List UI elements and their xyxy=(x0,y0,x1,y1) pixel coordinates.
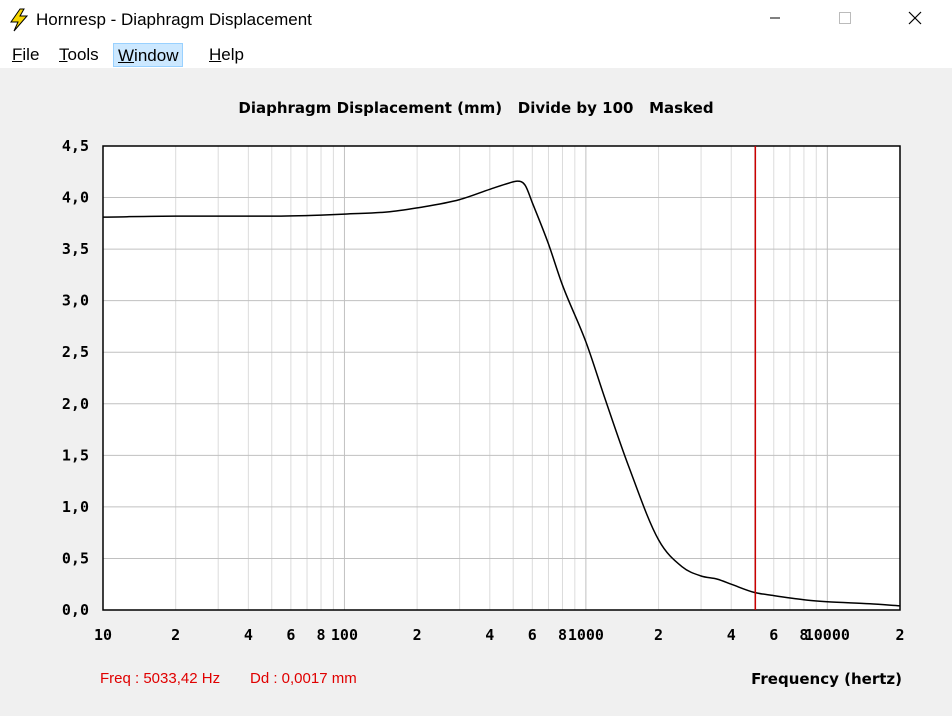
x-tick-label: 8 xyxy=(799,626,808,644)
menu-file[interactable]: File xyxy=(12,45,40,64)
x-tick-label: 4 xyxy=(244,626,253,644)
close-icon xyxy=(908,11,922,30)
window-title: Hornresp - Diaphragm Displacement xyxy=(36,10,312,29)
y-tick-label: 2,0 xyxy=(62,395,89,413)
x-tick-label: 8 xyxy=(558,626,567,644)
menu-window[interactable]: Window xyxy=(113,43,184,67)
x-tick-label: 2 xyxy=(654,626,663,644)
y-tick-label: 2,5 xyxy=(62,343,89,361)
freq-readout: Freq : 5033,42 Hz xyxy=(100,670,221,687)
y-tick-label: 3,5 xyxy=(62,240,89,258)
x-tick-label: 6 xyxy=(528,626,537,644)
displacement-curve xyxy=(102,180,901,607)
y-tick-label: 3,0 xyxy=(62,292,89,310)
menu-tools[interactable]: Tools xyxy=(59,45,99,64)
x-tick-label: 2 xyxy=(895,626,904,644)
x-tick-label: 6 xyxy=(286,626,295,644)
x-tick-label: 4 xyxy=(727,626,736,644)
plot-frame xyxy=(102,145,901,611)
y-tick-label: 0,0 xyxy=(62,601,89,619)
x-tick-label: 6 xyxy=(769,626,778,644)
menu-bar: File Tools Window Help xyxy=(0,40,952,68)
maximize-icon xyxy=(839,11,851,29)
x-tick-label: 2 xyxy=(171,626,180,644)
x-tick-label: 1000 xyxy=(568,626,604,644)
minimize-icon xyxy=(769,11,781,29)
y-tick-label: 0,5 xyxy=(62,549,89,567)
displacement-readout: Dd : 0,0017 mm xyxy=(250,670,357,687)
x-tick-label: 4 xyxy=(485,626,494,644)
lightning-bolt-icon xyxy=(8,8,30,32)
y-tick-label: 1,0 xyxy=(62,498,89,516)
title-bar: Hornresp - Diaphragm Displacement xyxy=(0,0,952,40)
menu-help[interactable]: Help xyxy=(209,45,244,64)
chart-title: Diaphragm Displacement (mm) Divide by 10… xyxy=(238,99,714,117)
y-tick-label: 4,0 xyxy=(62,189,89,207)
maximize-button[interactable] xyxy=(822,0,868,40)
x-tick-label: 10 xyxy=(94,626,112,644)
y-tick-label: 4,5 xyxy=(62,137,89,155)
x-tick-label: 100 xyxy=(331,626,358,644)
x-tick-label: 8 xyxy=(317,626,326,644)
plot-background xyxy=(103,146,900,610)
y-tick-label: 1,5 xyxy=(62,446,89,464)
x-axis-label: Frequency (hertz) xyxy=(751,670,902,688)
x-tick-label: 10000 xyxy=(805,626,850,644)
x-tick-label: 2 xyxy=(413,626,422,644)
minimize-button[interactable] xyxy=(752,0,798,40)
close-button[interactable] xyxy=(892,0,938,40)
